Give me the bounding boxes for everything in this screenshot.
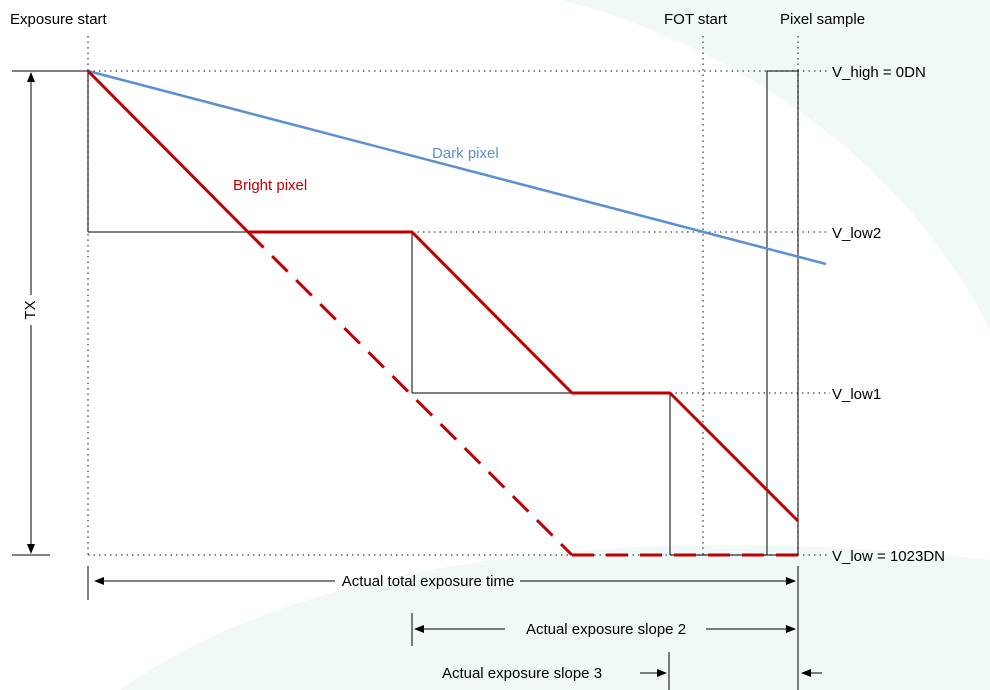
dark-pixel-label: Dark pixel [432, 145, 499, 162]
dark-pixel-curve [87, 69, 827, 266]
pixel-sample-box [766, 70, 799, 556]
slope2-label: Actual exposure slope 2 [526, 621, 686, 638]
v-high-label: V_high = 0DN [832, 64, 926, 81]
bright-pixel-extrapolation [246, 230, 574, 557]
v-low2-label: V_low2 [832, 225, 881, 242]
exposure-start-label: Exposure start [10, 11, 108, 28]
tx-label: TX [22, 300, 39, 319]
v-low-label: V_low = 1023DN [832, 548, 945, 565]
fot-start-label: FOT start [664, 11, 728, 28]
total-span-label: Actual total exposure time [342, 573, 515, 590]
v-low1-label: V_low1 [832, 386, 881, 403]
bright-pixel-curve [86, 69, 800, 523]
tx-label-bg [22, 295, 40, 325]
background-wash [560, 0, 990, 330]
bright-pixel-label: Bright pixel [233, 177, 307, 194]
pixel-sample-label: Pixel sample [780, 11, 865, 28]
slope3-label: Actual exposure slope 3 [442, 665, 602, 682]
